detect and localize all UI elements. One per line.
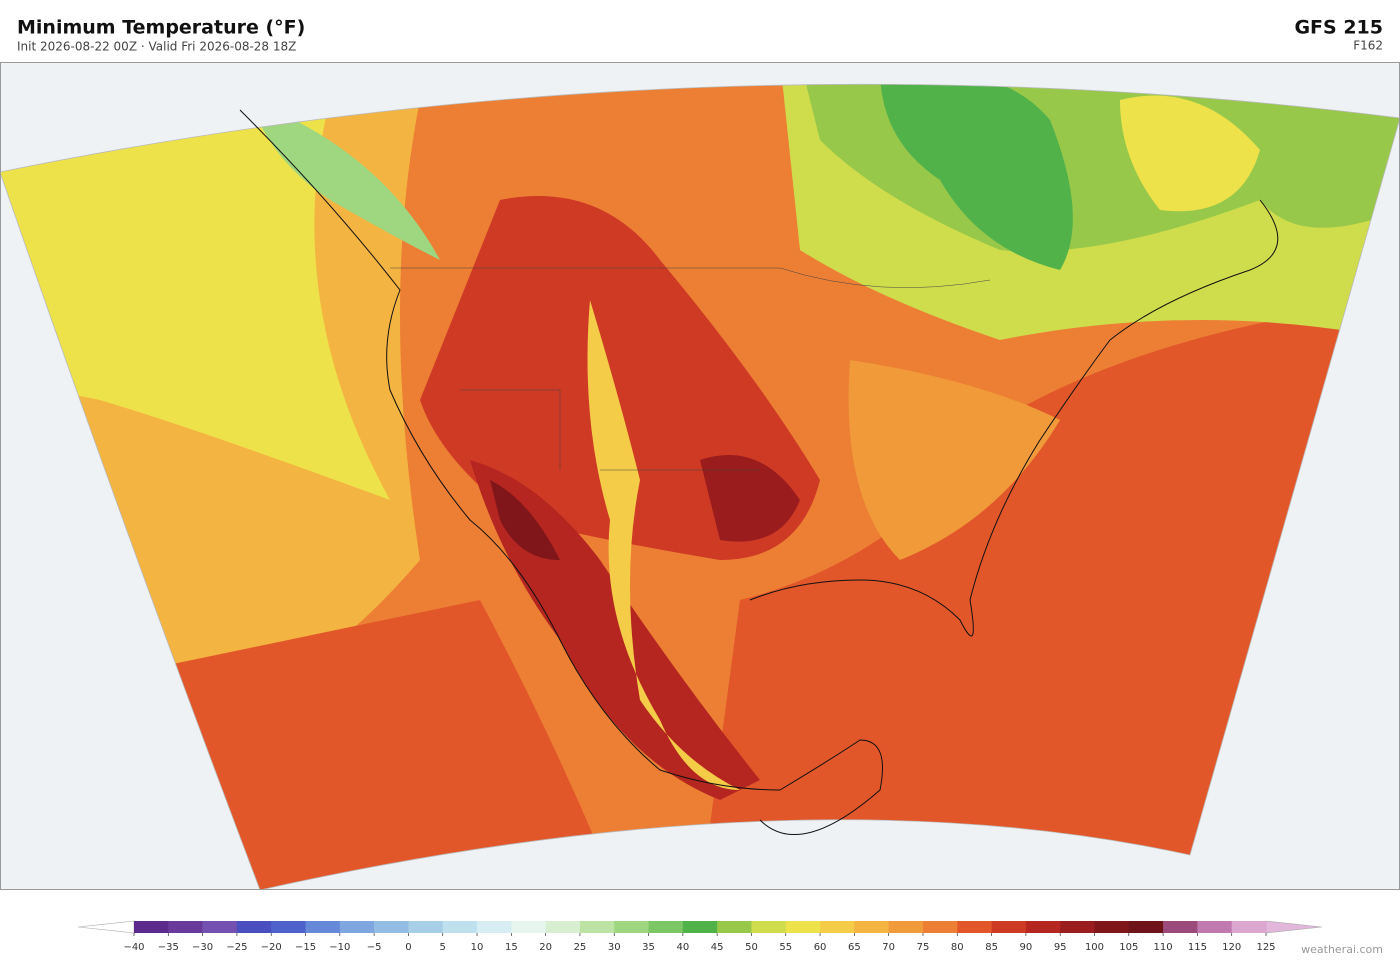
colorbar-tick-label: 110 xyxy=(1154,942,1173,953)
colorbar-swatch xyxy=(579,921,615,933)
colorbar-tick-label: 10 xyxy=(471,942,484,953)
colorbar-tick-label: 15 xyxy=(505,942,518,953)
colorbar-tick-label: −35 xyxy=(158,942,179,953)
colorbar-tick-label: 115 xyxy=(1188,942,1207,953)
colorbar-tick-label: 65 xyxy=(848,942,861,953)
colorbar-swatch xyxy=(168,921,203,933)
colorbar-tick-label: 125 xyxy=(1256,942,1275,953)
colorbar-tick-label: −40 xyxy=(123,942,144,953)
colorbar-tick-label: 75 xyxy=(917,942,930,953)
colorbar-tick-label: −20 xyxy=(261,942,282,953)
subtitle: Init 2026-08-22 00Z · Valid Fri 2026-08-… xyxy=(17,40,296,54)
colorbar-swatch xyxy=(1025,921,1061,933)
colorbar-swatch xyxy=(1128,921,1164,933)
colorbar-swatch xyxy=(922,921,958,933)
colorbar-over xyxy=(1265,920,1323,934)
colorbar-swatch xyxy=(442,921,478,933)
colorbar-tick-label: −25 xyxy=(226,942,247,953)
colorbar-swatch xyxy=(545,921,581,933)
colorbar-tick-label: 120 xyxy=(1222,942,1241,953)
coastline xyxy=(239,109,1279,835)
watermark: weatherai.com xyxy=(1301,943,1383,956)
colorbar-tick-label: 60 xyxy=(814,942,827,953)
colorbar-tick-label: 40 xyxy=(676,942,689,953)
colorbar-swatch xyxy=(648,921,684,933)
colorbar-swatch xyxy=(888,921,924,933)
colorbar-swatch xyxy=(134,921,169,933)
colorbar-swatch xyxy=(511,921,546,933)
colorbar-swatch xyxy=(305,921,341,933)
colorbar-tick-label: 100 xyxy=(1085,942,1104,953)
colorbar-swatch xyxy=(717,921,752,933)
colorbar-tick-label: 25 xyxy=(574,942,587,953)
colorbar-swatch xyxy=(751,921,787,933)
colorbar-swatch xyxy=(1060,921,1095,933)
colorbar-swatch xyxy=(236,921,272,933)
colorbar-tick-label: 0 xyxy=(405,942,411,953)
colorbar-tick-label: 95 xyxy=(1054,942,1067,953)
colorbar-swatch xyxy=(202,921,238,933)
colorbar-tick-label: 90 xyxy=(1020,942,1033,953)
colorbar-tick-label: −10 xyxy=(329,942,350,953)
colorbar-swatch xyxy=(408,921,444,933)
title: Minimum Temperature (°F) xyxy=(17,17,305,39)
model-label: GFS 215 xyxy=(1294,17,1383,39)
colorbar-tick-label: −15 xyxy=(295,942,316,953)
domain-outline xyxy=(0,83,1400,890)
colorbar-under xyxy=(77,920,135,934)
forecast-hour: F162 xyxy=(1353,39,1383,53)
colorbar-tick-label: 20 xyxy=(539,942,552,953)
colorbar: −40 −35 −30 −25 −20 −15 −10 −5 0 5 10 15 20 25 30 35 40 4… xyxy=(77,920,1323,953)
colorbar-tick-label: 80 xyxy=(951,942,964,953)
colorbar-tick-label: −30 xyxy=(192,942,213,953)
colorbar-tick-label: 105 xyxy=(1119,942,1138,953)
colorbar-tick-label: 35 xyxy=(642,942,655,953)
map xyxy=(0,62,1400,890)
colorbar-swatch xyxy=(957,921,992,933)
colorbar-swatch xyxy=(1094,921,1130,933)
colorbar-swatch xyxy=(1197,921,1232,933)
colorbar-swatch xyxy=(854,921,889,933)
colorbar-tick-label: 50 xyxy=(745,942,758,953)
colorbar-swatch xyxy=(682,921,718,933)
colorbar-swatch xyxy=(477,921,512,933)
colorbar-swatch xyxy=(614,921,649,933)
colorbar-swatch xyxy=(374,921,409,933)
colorbar-swatch xyxy=(339,921,375,933)
colorbar-swatch xyxy=(991,921,1027,933)
colorbar-tick-label: −5 xyxy=(367,942,382,953)
colorbar-tick-label: 55 xyxy=(779,942,792,953)
borders xyxy=(390,267,991,471)
colorbar-swatch xyxy=(820,921,855,933)
colorbar-swatch xyxy=(785,921,821,933)
colorbar-tick-label: 5 xyxy=(440,942,446,953)
colorbar-swatch xyxy=(271,921,306,933)
colorbar-tick-label: 85 xyxy=(985,942,998,953)
colorbar-swatch xyxy=(1163,921,1198,933)
colorbar-tick-label: 30 xyxy=(608,942,621,953)
colorbar-tick-label: 70 xyxy=(882,942,895,953)
colorbar-swatch xyxy=(1231,921,1267,933)
colorbar-tick-label: 45 xyxy=(711,942,724,953)
